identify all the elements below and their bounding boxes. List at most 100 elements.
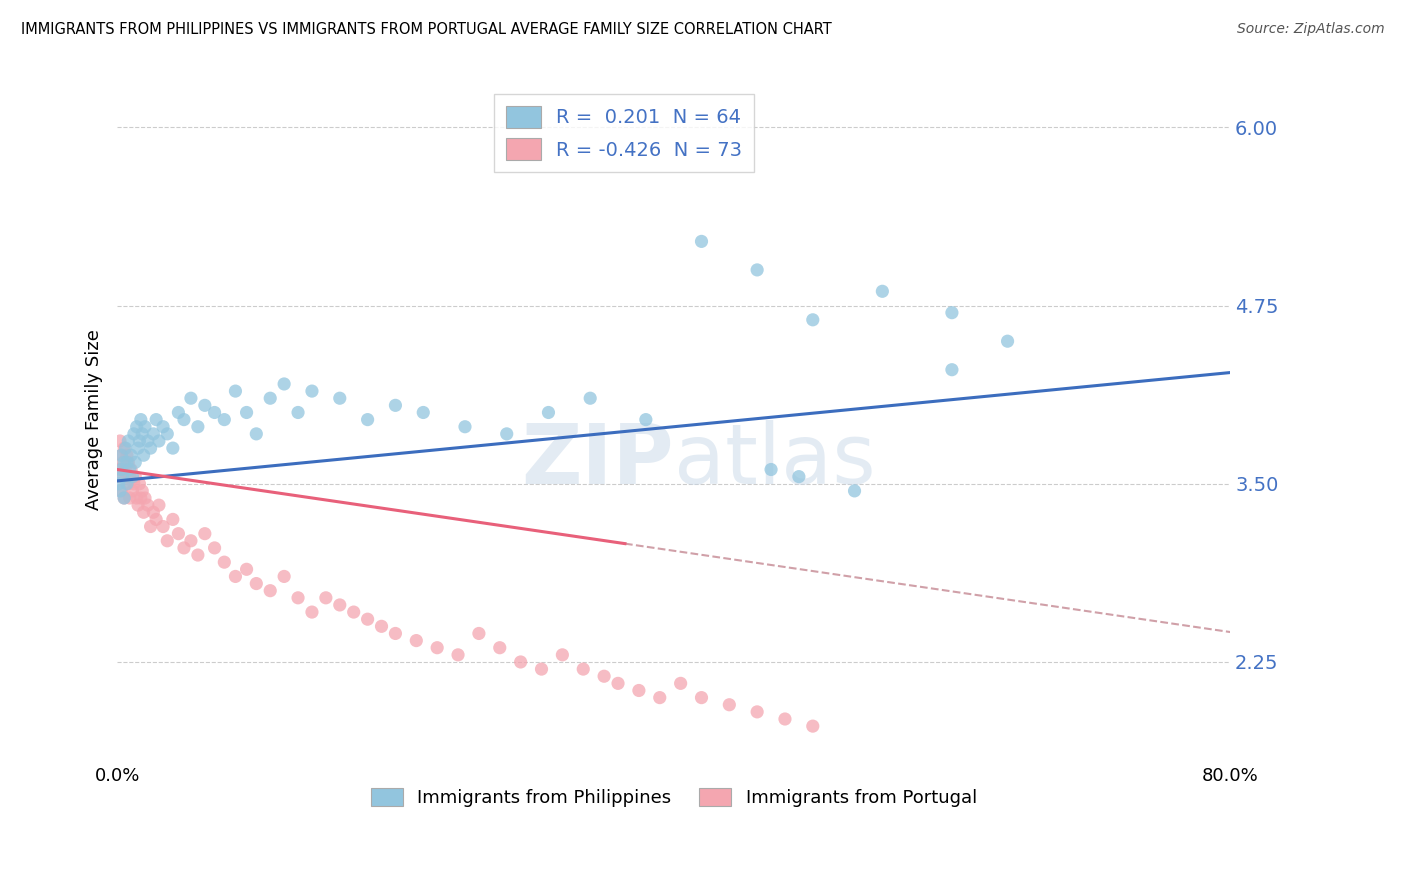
Point <box>627 683 650 698</box>
Point <box>108 434 131 448</box>
Point <box>214 555 236 569</box>
Point <box>759 462 782 476</box>
Point <box>118 462 141 476</box>
Point <box>152 419 174 434</box>
Point <box>118 491 141 505</box>
Legend: Immigrants from Philippines, Immigrants from Portugal: Immigrants from Philippines, Immigrants … <box>363 780 984 814</box>
Point <box>941 306 963 320</box>
Point <box>773 712 796 726</box>
Point <box>139 519 162 533</box>
Point <box>173 412 195 426</box>
Point <box>669 676 692 690</box>
Point <box>128 434 150 448</box>
Point <box>115 455 138 469</box>
Point <box>718 698 741 712</box>
Point <box>125 491 148 505</box>
Point <box>134 419 156 434</box>
Point <box>648 690 671 705</box>
Point <box>117 434 139 448</box>
Text: ZIP: ZIP <box>522 420 673 501</box>
Point <box>121 469 143 483</box>
Point <box>117 476 139 491</box>
Point <box>180 391 202 405</box>
Point <box>593 669 616 683</box>
Point <box>134 491 156 505</box>
Point <box>156 533 179 548</box>
Point <box>131 483 153 498</box>
Point <box>162 441 184 455</box>
Point <box>142 505 165 519</box>
Point <box>120 448 142 462</box>
Point <box>180 533 202 548</box>
Point <box>187 419 209 434</box>
Point <box>110 448 132 462</box>
Point <box>145 512 167 526</box>
Point <box>125 419 148 434</box>
Point <box>551 648 574 662</box>
Point <box>136 434 159 448</box>
Point <box>488 640 510 655</box>
Point <box>156 426 179 441</box>
Point <box>530 662 553 676</box>
Point <box>162 512 184 526</box>
Point <box>245 576 267 591</box>
Point <box>139 441 162 455</box>
Point <box>120 462 142 476</box>
Point <box>110 483 132 498</box>
Point <box>122 426 145 441</box>
Point <box>112 491 135 505</box>
Point <box>690 235 713 249</box>
Point <box>235 562 257 576</box>
Point <box>872 285 894 299</box>
Point <box>107 476 129 491</box>
Point <box>187 548 209 562</box>
Point <box>454 419 477 434</box>
Point <box>148 498 170 512</box>
Point <box>194 398 217 412</box>
Point <box>214 412 236 426</box>
Point <box>110 462 132 476</box>
Point <box>115 469 138 483</box>
Point <box>131 426 153 441</box>
Point <box>224 569 246 583</box>
Point <box>343 605 366 619</box>
Point <box>108 469 131 483</box>
Point <box>111 455 134 469</box>
Point <box>121 483 143 498</box>
Point <box>747 705 769 719</box>
Point <box>122 476 145 491</box>
Point <box>127 498 149 512</box>
Point <box>132 448 155 462</box>
Point <box>329 598 352 612</box>
Point <box>108 483 131 498</box>
Point <box>115 476 138 491</box>
Point <box>941 362 963 376</box>
Point <box>173 541 195 555</box>
Point <box>356 412 378 426</box>
Point <box>634 412 657 426</box>
Point <box>110 448 132 462</box>
Point <box>114 462 136 476</box>
Point <box>194 526 217 541</box>
Point <box>273 569 295 583</box>
Point <box>112 491 135 505</box>
Point <box>426 640 449 655</box>
Point <box>315 591 337 605</box>
Point <box>579 391 602 405</box>
Point <box>787 469 810 483</box>
Point <box>384 398 406 412</box>
Text: atlas: atlas <box>673 420 876 501</box>
Point <box>204 405 226 419</box>
Point <box>405 633 427 648</box>
Point <box>204 541 226 555</box>
Point <box>384 626 406 640</box>
Point <box>259 583 281 598</box>
Point <box>142 426 165 441</box>
Point <box>112 455 135 469</box>
Point <box>447 648 470 662</box>
Point <box>329 391 352 405</box>
Point <box>114 441 136 455</box>
Point <box>124 455 146 469</box>
Point <box>801 719 824 733</box>
Point <box>468 626 491 640</box>
